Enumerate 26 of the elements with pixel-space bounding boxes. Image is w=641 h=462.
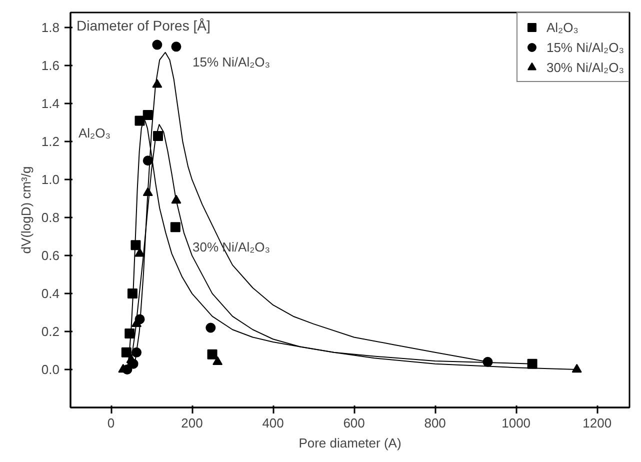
y-tick-label: 0.4 — [41, 286, 60, 302]
x-tick-label: 1000 — [502, 416, 531, 430]
annotation: Al₂O₃ — [78, 126, 111, 140]
y-tick-label: 0.0 — [41, 362, 60, 378]
y-tick-label: 1.0 — [41, 172, 60, 188]
legend-label: 30% Ni/Al₂O₃ — [546, 60, 624, 74]
y-axis-title: dV(logD) cm³/g — [18, 166, 34, 254]
annotation: 15% Ni/Al₂O₃ — [192, 54, 270, 70]
x-tick-label: 400 — [262, 416, 284, 430]
legend-label: 15% Ni/Al₂O₃ — [546, 40, 624, 54]
x-tick-label: 200 — [181, 416, 203, 430]
y-tick-label: 0.2 — [41, 324, 60, 340]
y-tick-label: 0.8 — [41, 210, 60, 226]
x-tick-label: 800 — [424, 416, 446, 430]
y-tick-label: 0.6 — [41, 248, 60, 264]
annotation: 30% Ni/Al₂O₃ — [192, 240, 270, 254]
annotation: Diameter of Pores [Å] — [76, 18, 210, 34]
y-tick-label: 1.2 — [41, 134, 60, 150]
y-tick-label: 1.6 — [41, 58, 60, 74]
x-tick-label: 600 — [343, 416, 365, 430]
x-tick-label: 0 — [107, 416, 115, 430]
x-tick-label: 1200 — [582, 416, 612, 430]
y-tick-label: 1.4 — [41, 96, 60, 112]
y-tick-label: 1.8 — [41, 20, 60, 36]
legend-label: Al₂O₃ — [546, 20, 578, 34]
x-axis-title: Pore diameter (A) — [298, 436, 402, 450]
